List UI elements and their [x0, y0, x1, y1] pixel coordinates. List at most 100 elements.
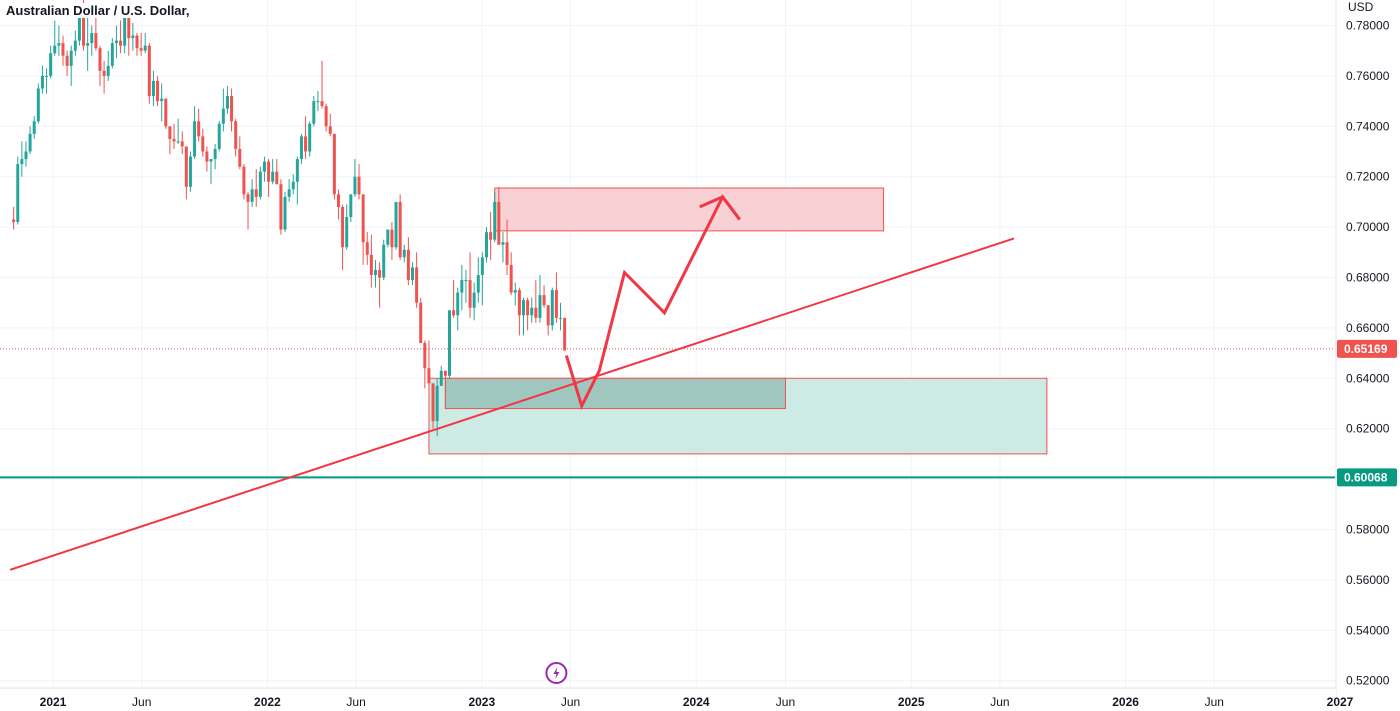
candle-body — [427, 368, 431, 384]
candle-body — [373, 269, 377, 275]
support-price-tag-bg — [1337, 468, 1397, 487]
candle — [373, 259, 377, 288]
candle — [32, 116, 36, 139]
candle — [534, 280, 538, 323]
candle — [180, 131, 184, 155]
candle — [254, 169, 258, 207]
candle — [234, 118, 238, 157]
candle — [382, 239, 386, 281]
candle-body — [82, 10, 86, 46]
candle — [328, 113, 332, 137]
candle — [415, 252, 419, 308]
candle-body — [390, 229, 394, 248]
candle — [517, 287, 521, 336]
candle-body — [328, 126, 332, 134]
candle-body — [90, 33, 94, 44]
candle-body — [361, 194, 365, 243]
candle-body — [57, 43, 61, 46]
candle-body — [16, 164, 20, 223]
candle — [386, 229, 390, 248]
candle — [476, 257, 480, 303]
chart-title: Australian Dollar / U.S. Dollar, — [6, 3, 194, 18]
y-tick-label: 0.52000 — [1346, 674, 1390, 688]
candle-body — [324, 106, 328, 127]
candle — [184, 146, 188, 200]
candle-body — [32, 121, 36, 134]
candle — [509, 252, 513, 296]
candle-body — [431, 383, 435, 422]
candle-body — [538, 295, 542, 318]
current-price-tag-bg — [1337, 339, 1397, 358]
candle-body — [497, 201, 501, 245]
candle-body — [110, 43, 114, 66]
y-tick-label: 0.76000 — [1346, 69, 1390, 83]
candle-body — [406, 249, 410, 281]
candle — [336, 189, 340, 220]
candle-body — [160, 98, 164, 102]
candle — [262, 156, 266, 182]
candle-body — [312, 101, 316, 124]
candle — [332, 133, 336, 200]
candle — [501, 232, 505, 263]
x-tick-label: 2021 — [40, 695, 67, 709]
candle-body — [304, 136, 308, 152]
candle — [119, 20, 123, 54]
candle — [550, 287, 554, 331]
candle-body — [320, 101, 324, 107]
time-axis-bg — [0, 688, 1336, 711]
candle — [143, 33, 147, 54]
arrowhead — [699, 195, 741, 221]
trendline — [9, 237, 1015, 571]
candle-body — [279, 184, 283, 230]
candle-body — [287, 189, 291, 197]
candle-body — [554, 290, 558, 318]
candle-body — [201, 136, 205, 152]
candle — [513, 282, 517, 306]
candle-body — [114, 40, 118, 44]
candle-body — [522, 300, 526, 316]
candle-body — [357, 176, 361, 195]
candle — [357, 164, 361, 200]
candle-body — [209, 159, 213, 162]
x-tick-label: Jun — [1205, 695, 1224, 709]
candle-body — [143, 45, 147, 51]
current-price-tag-text: 0.65169 — [1344, 342, 1388, 356]
candle — [316, 91, 320, 112]
candle-body — [234, 121, 238, 149]
candle-body — [119, 40, 123, 46]
candle-body — [308, 123, 312, 152]
candle — [242, 164, 246, 200]
candle-body — [98, 48, 102, 71]
candle — [65, 50, 69, 76]
candle — [365, 232, 369, 265]
x-tick-label: Jun — [346, 695, 365, 709]
candle — [271, 159, 275, 185]
candle-body — [501, 242, 505, 245]
candle-body — [336, 194, 340, 207]
candle — [172, 123, 176, 149]
lightning-icon — [553, 667, 560, 679]
candle-body — [456, 292, 460, 316]
candle — [258, 166, 262, 200]
y-tick-label: 0.64000 — [1346, 371, 1390, 385]
candle-body — [53, 45, 57, 54]
candle-body — [563, 317, 567, 351]
candle-body — [345, 217, 349, 248]
candle — [526, 297, 530, 331]
candle-body — [283, 196, 287, 230]
candle — [201, 128, 205, 157]
candle-body — [452, 310, 456, 316]
candle — [410, 262, 414, 286]
candle-body — [197, 121, 201, 137]
candle-body — [530, 307, 534, 316]
candle — [497, 186, 501, 245]
candle — [94, 15, 98, 51]
candle-body — [20, 159, 24, 165]
candle — [61, 35, 65, 66]
candle-body — [493, 201, 497, 240]
candle — [345, 204, 349, 250]
candle — [398, 194, 402, 260]
candle — [168, 126, 172, 155]
